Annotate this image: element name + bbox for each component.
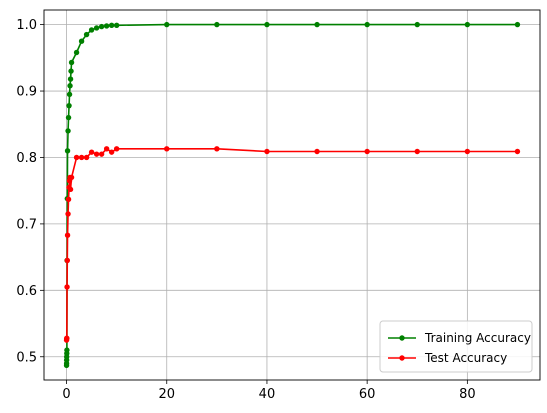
data-point-test bbox=[264, 148, 270, 155]
data-point-training bbox=[108, 22, 115, 28]
data-point-training bbox=[93, 25, 100, 31]
data-point-training bbox=[414, 21, 420, 28]
legend-marker-training bbox=[399, 335, 405, 341]
y-tick-label: 0.8 bbox=[16, 151, 37, 166]
data-point-training bbox=[64, 347, 70, 353]
y-tick-label: 0.5 bbox=[16, 350, 37, 365]
data-point-training bbox=[88, 27, 95, 33]
data-point-test bbox=[98, 151, 105, 157]
data-point-training bbox=[67, 76, 74, 82]
data-point-training bbox=[514, 21, 521, 28]
data-point-test bbox=[65, 196, 72, 203]
plot-background bbox=[44, 10, 540, 380]
data-point-test bbox=[93, 151, 100, 157]
data-point-training bbox=[68, 59, 75, 66]
data-point-test bbox=[64, 335, 70, 341]
data-point-training bbox=[67, 83, 73, 89]
y-tick-label: 1.0 bbox=[16, 18, 37, 33]
data-point-training bbox=[64, 148, 71, 154]
plot-frame bbox=[43, 9, 541, 381]
data-point-training bbox=[73, 49, 80, 56]
data-point-training bbox=[164, 21, 170, 28]
data-point-test bbox=[64, 257, 71, 264]
data-point-test bbox=[83, 154, 90, 161]
data-point-training bbox=[214, 21, 220, 28]
legend-label-test: Test Accuracy bbox=[424, 351, 507, 365]
data-point-test bbox=[113, 146, 120, 152]
x-tick-label: 80 bbox=[459, 387, 476, 402]
legend-marker-test bbox=[399, 355, 405, 361]
x-tick-label: 0 bbox=[62, 387, 70, 402]
data-point-training bbox=[65, 114, 72, 121]
data-point-test bbox=[68, 174, 75, 181]
legend-box bbox=[379, 320, 533, 373]
data-point-test bbox=[364, 148, 370, 155]
data-point-test bbox=[73, 154, 80, 161]
data-point-training bbox=[364, 21, 370, 28]
data-point-test bbox=[164, 146, 170, 152]
x-tick-label: 40 bbox=[259, 387, 276, 402]
data-point-test bbox=[103, 146, 110, 152]
data-point-training bbox=[66, 102, 72, 109]
y-tick-label: 0.9 bbox=[16, 85, 37, 100]
data-point-training bbox=[66, 91, 73, 98]
axis-ticks: 0 20 40 60 80 0.5 0.6 0.7 0.8 0.9 1.0 bbox=[16, 18, 475, 402]
data-point-training bbox=[78, 38, 85, 44]
data-point-test bbox=[78, 154, 85, 161]
data-point-test bbox=[88, 149, 95, 155]
data-point-test bbox=[414, 148, 420, 155]
data-point-test bbox=[64, 284, 70, 290]
x-tick-label: 60 bbox=[359, 387, 376, 402]
y-tick-label: 0.6 bbox=[16, 284, 37, 299]
data-point-training bbox=[68, 68, 74, 74]
x-tick-label: 20 bbox=[158, 387, 175, 402]
data-point-test bbox=[65, 211, 71, 217]
data-point-test bbox=[514, 148, 521, 155]
data-point-training bbox=[98, 23, 105, 30]
data-point-test bbox=[214, 146, 220, 152]
data-point-training bbox=[83, 31, 90, 38]
series-test bbox=[63, 146, 521, 343]
data-point-test bbox=[108, 149, 115, 155]
data-point-training bbox=[103, 23, 110, 29]
data-point-test bbox=[64, 232, 71, 238]
legend: Training Accuracy Test Accuracy bbox=[379, 320, 533, 373]
data-point-test bbox=[314, 148, 320, 155]
data-point-training bbox=[264, 21, 270, 28]
data-point-training bbox=[65, 128, 71, 134]
legend-label-training: Training Accuracy bbox=[424, 331, 531, 345]
y-tick-label: 0.7 bbox=[16, 217, 37, 232]
data-point-training bbox=[113, 22, 120, 28]
data-point-training bbox=[314, 21, 320, 28]
series-layer bbox=[63, 21, 521, 369]
data-point-test bbox=[67, 186, 74, 193]
data-point-test bbox=[464, 148, 471, 155]
data-point-training bbox=[464, 21, 471, 28]
